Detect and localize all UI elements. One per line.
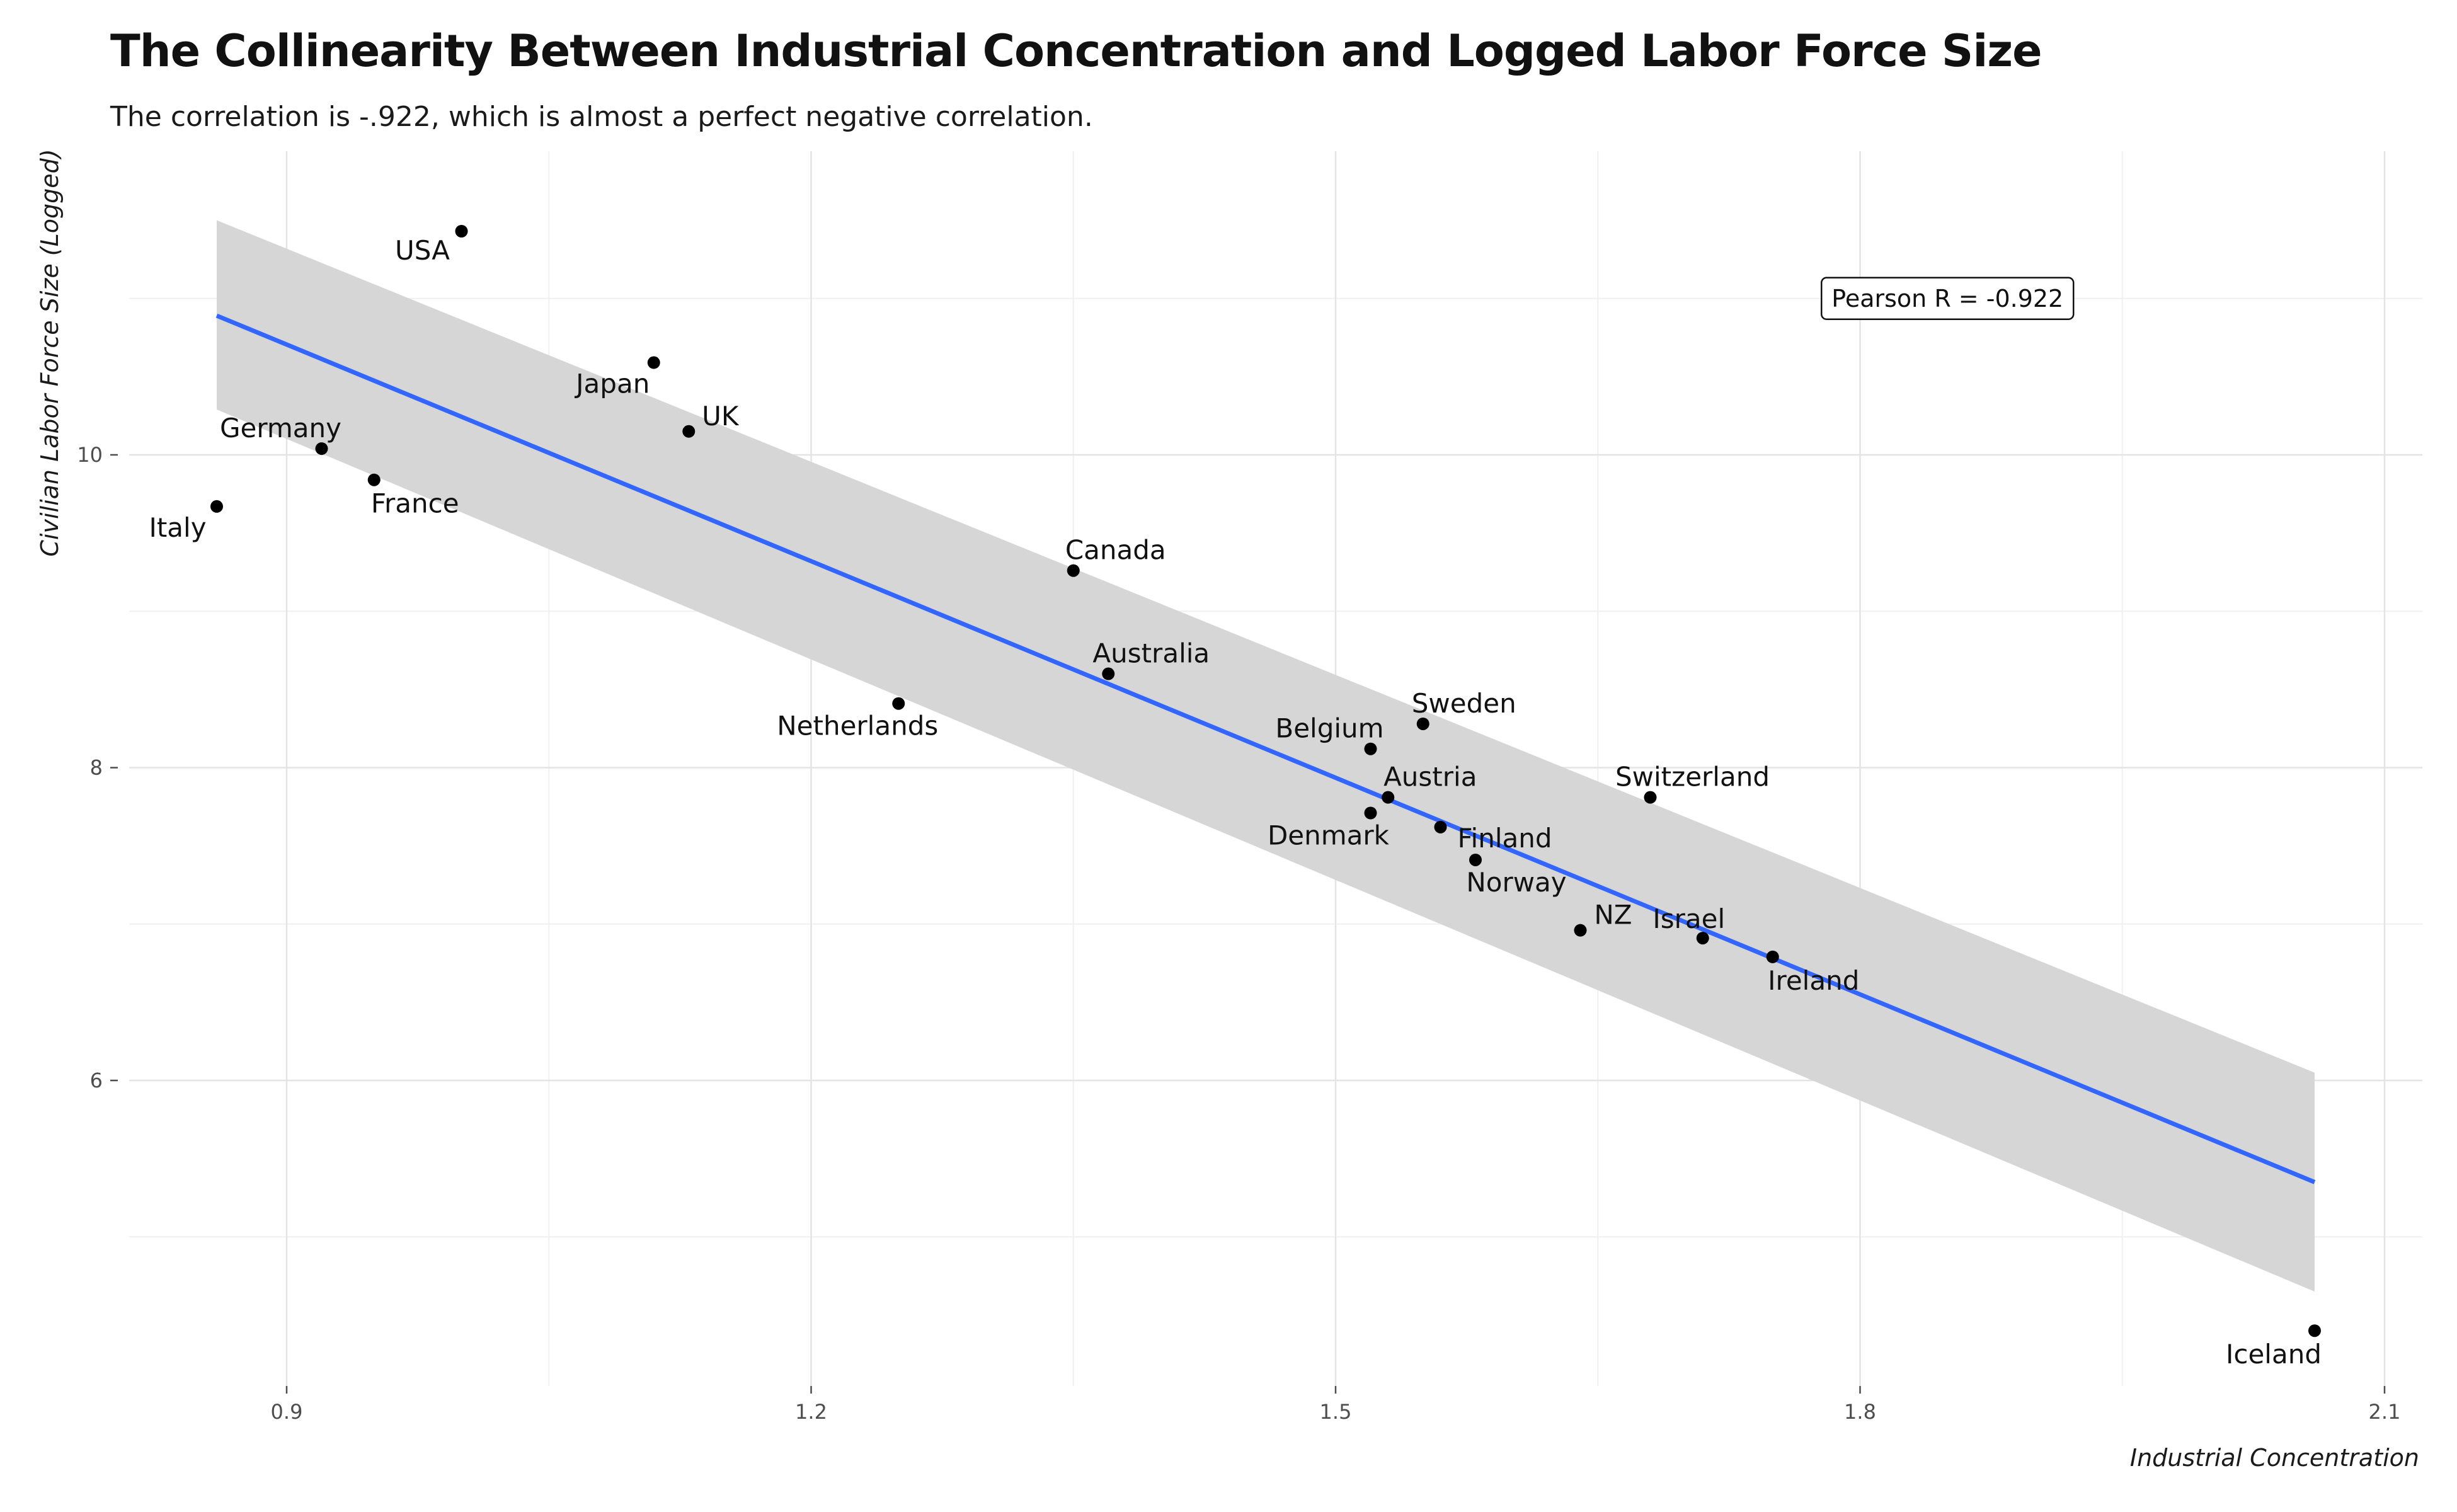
fit-line-layer [215,313,2316,1184]
data-point [1382,791,1395,804]
x-tick-label: 1.2 [795,1400,827,1424]
data-point [1416,717,1429,730]
pearson-annotation: Pearson R = -0.922 [1821,277,2075,320]
point-labels-layer: USA Japan UK Germany France Italy Canada Austra… [149,235,2322,1370]
data-point [1469,853,1482,866]
data-point [1434,820,1447,833]
point-label: Canada [1065,535,1166,566]
confidence-band [217,220,2315,1292]
point-label: Israel [1652,903,1725,934]
data-point [647,356,660,369]
data-point [210,500,223,513]
point-label: Ireland [1768,965,1859,996]
point-label: Japan [574,369,650,399]
point-label: Italy [149,512,206,543]
y-tick-label: 10 [77,443,103,467]
data-point [1574,924,1587,937]
regression-line [215,313,2316,1184]
y-tick-label: 8 [90,756,103,780]
x-tick-label: 1.5 [1320,1400,1352,1424]
annotation-text: Pearson R = -0.922 [1831,285,2063,312]
point-label: Norway [1466,867,1566,898]
point-label: NZ [1594,900,1632,931]
confidence-band-layer [217,220,2315,1292]
chart-title: The Collinearity Between Industrial Conc… [110,25,2042,77]
point-label: Austria [1383,762,1477,793]
point-label: Finland [1457,823,1552,854]
point-label: Australia [1092,638,1210,669]
y-tick-label: 6 [90,1068,103,1092]
point-label: Switzerland [1615,762,1770,793]
data-point [2308,1324,2321,1337]
point-label: USA [395,235,450,266]
data-points-layer [210,225,2321,1337]
data-point [1766,950,1779,963]
point-label: Netherlands [777,711,938,742]
x-tick-label: 1.8 [1844,1400,1876,1424]
point-label: Iceland [2226,1339,2322,1370]
point-label: Germany [220,413,341,444]
data-point [315,442,328,455]
point-label: Denmark [1268,820,1390,850]
point-label: UK [702,401,740,432]
annotation-box [1821,277,2075,320]
point-label: Belgium [1275,713,1383,744]
x-axis-title: Industrial Concentration [2130,1444,2419,1472]
data-point [1364,806,1377,820]
point-label: France [371,488,459,519]
data-point [1364,742,1377,755]
data-point [1102,667,1115,680]
point-label: Sweden [1412,688,1516,719]
data-point [367,473,381,486]
data-point [1644,791,1657,804]
y-axis-ticks: 6 8 10 [77,443,118,1092]
data-point [892,697,905,710]
x-tick-label: 0.9 [271,1400,303,1424]
data-point [682,425,696,438]
x-axis-ticks: 0.9 1.2 1.5 1.8 2.1 [271,1386,2401,1424]
data-point [1696,932,1709,945]
data-point [1067,564,1080,577]
chart-subtitle: The correlation is -.922, which is almos… [110,101,1093,133]
y-axis-title: Civilian Labor Force Size (Logged) [36,149,64,556]
x-tick-label: 2.1 [2369,1400,2401,1424]
data-point [455,225,468,238]
